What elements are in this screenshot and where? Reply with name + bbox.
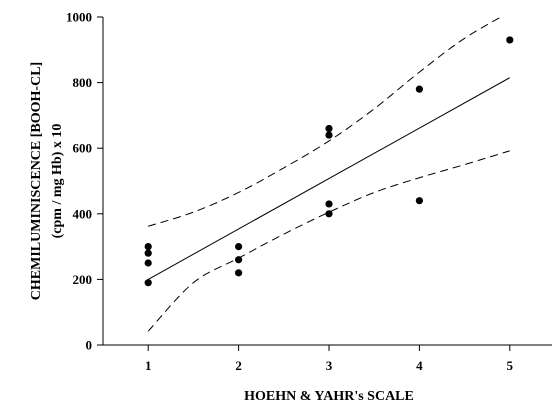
confidence-band-lower [147, 150, 510, 332]
y-tick-label: 1000 [66, 10, 92, 25]
y-axis-title: CHEMILUMINISCENCE [BOOH-CL] (cpm / mg Hb… [29, 62, 65, 300]
data-point [325, 131, 333, 139]
x-tick-label: 3 [326, 358, 333, 373]
data-points [144, 36, 514, 287]
data-point [415, 197, 423, 205]
y-tick-label: 400 [73, 206, 93, 221]
confidence-band-upper [148, 17, 503, 227]
data-point [235, 243, 243, 251]
y-axis-title-line-2: (cpm / mg Hb) x 10 [50, 124, 65, 239]
data-point [506, 36, 514, 44]
data-point [415, 85, 423, 93]
x-axis-title: HOEHN & YAHR's SCALE [244, 389, 414, 404]
x-tick-label: 4 [416, 358, 423, 373]
data-point [144, 259, 152, 267]
regression-line-group [147, 77, 511, 280]
data-point [325, 210, 333, 218]
y-tick-label: 800 [73, 75, 93, 90]
y-tick-label: 0 [86, 338, 93, 353]
regression-line [147, 77, 511, 280]
data-point [144, 279, 152, 287]
x-tick-label: 1 [145, 358, 152, 373]
data-point [325, 124, 333, 133]
y-tick-label: 200 [73, 272, 93, 287]
data-point [235, 269, 243, 277]
y-tick-label: 600 [73, 141, 93, 156]
x-tick-label: 2 [235, 358, 242, 373]
data-point [325, 200, 333, 208]
axes: 0 200 400 600 800 1000 1 2 3 4 5 [66, 10, 552, 373]
x-tick-label: 5 [507, 358, 514, 373]
data-point [235, 256, 243, 264]
data-point [144, 249, 152, 257]
data-point [144, 243, 152, 251]
confidence-bands [147, 17, 510, 332]
y-axis-title-line-1: CHEMILUMINISCENCE [BOOH-CL] [29, 62, 44, 300]
